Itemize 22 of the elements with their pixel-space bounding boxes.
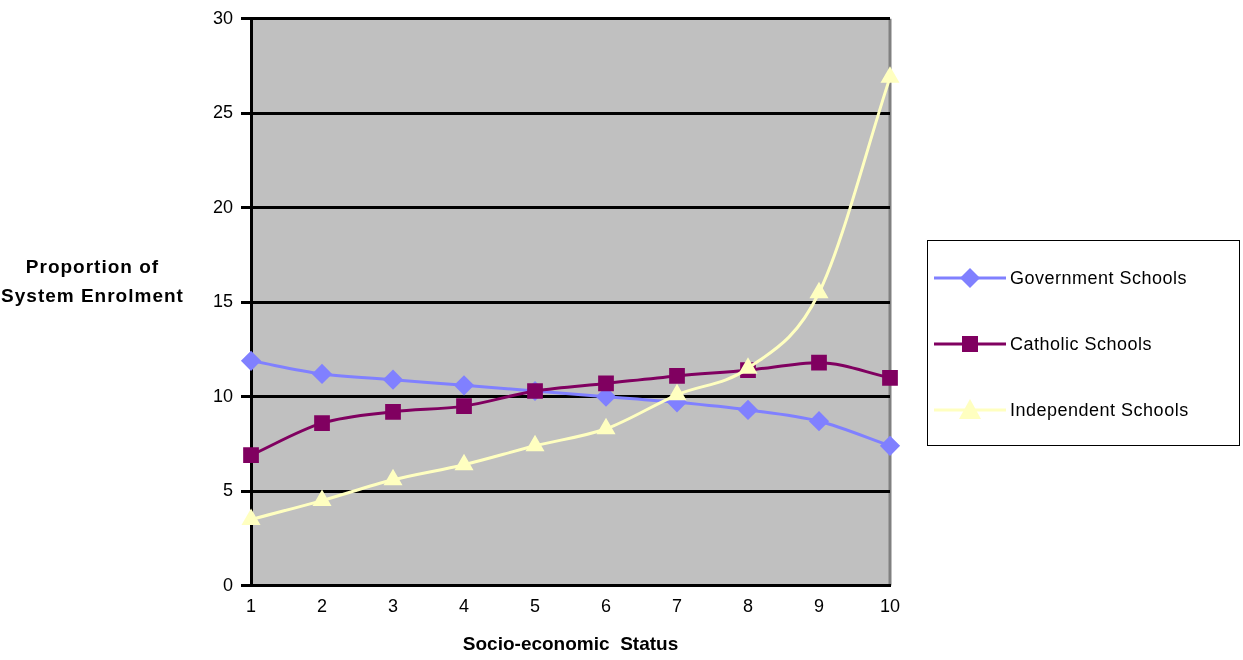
legend-label: Independent Schools (1010, 399, 1189, 421)
y-tick-label: 30 (212, 7, 234, 28)
x-tick-label: 2 (317, 596, 328, 617)
x-tick-label: 4 (459, 596, 470, 617)
y-tick-label: 25 (212, 102, 234, 123)
legend-label: Catholic Schools (1010, 333, 1153, 355)
x-tick-label: 5 (530, 596, 541, 617)
y-tick-label: 15 (212, 291, 234, 312)
y-tick-label: 0 (223, 574, 234, 595)
y-tick-label: 5 (223, 480, 234, 501)
x-tick-label: 7 (672, 596, 683, 617)
x-tick-label: 8 (743, 596, 754, 617)
y-tick-label: 20 (212, 196, 234, 217)
x-tick-label: 3 (388, 596, 399, 617)
x-tick-label: 6 (601, 596, 612, 617)
x-axis-title: Socio-economic Status (462, 632, 679, 654)
y-axis-title: Proportion of System Enrolment (0, 255, 185, 308)
x-tick-label: 9 (813, 596, 825, 617)
legend-label: Government Schools (1010, 267, 1188, 289)
x-tick-label: 10 (879, 596, 901, 617)
y-tick-label: 10 (212, 385, 234, 406)
x-tick-label: 1 (246, 596, 257, 617)
